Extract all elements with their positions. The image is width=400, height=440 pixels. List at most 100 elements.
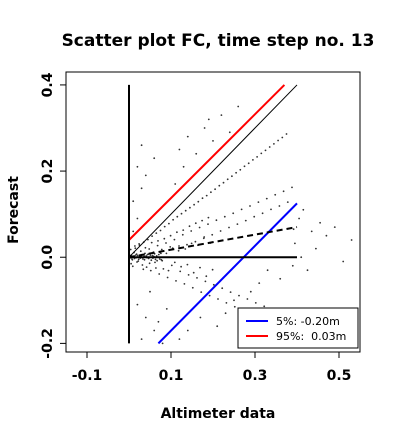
data-point bbox=[244, 219, 247, 222]
data-point bbox=[192, 271, 195, 274]
data-point bbox=[142, 258, 144, 260]
data-point bbox=[239, 168, 242, 171]
data-point bbox=[187, 274, 190, 276]
data-point bbox=[182, 229, 185, 232]
data-point bbox=[264, 149, 267, 152]
data-point bbox=[160, 258, 163, 261]
data-point bbox=[132, 200, 135, 203]
chart-title: Scatter plot FC, time step no. 13 bbox=[62, 31, 375, 51]
data-point bbox=[165, 308, 168, 310]
data-point bbox=[229, 291, 232, 293]
data-point bbox=[306, 269, 309, 272]
data-point bbox=[257, 201, 260, 204]
identity-line-2 bbox=[128, 84, 298, 258]
data-point bbox=[189, 206, 191, 209]
data-point bbox=[261, 212, 264, 215]
regression-line-3 bbox=[128, 226, 298, 259]
data-point bbox=[170, 264, 173, 267]
quantile-line-0 bbox=[157, 202, 298, 345]
data-point bbox=[263, 305, 266, 308]
data-point bbox=[207, 223, 209, 226]
data-point bbox=[184, 248, 187, 250]
data-point bbox=[291, 264, 294, 267]
data-point bbox=[166, 276, 169, 279]
data-point bbox=[315, 247, 317, 250]
data-point bbox=[240, 208, 243, 211]
data-point bbox=[223, 215, 226, 218]
data-point bbox=[249, 290, 252, 293]
data-point bbox=[228, 226, 230, 229]
data-point bbox=[333, 226, 336, 229]
data-point bbox=[233, 305, 236, 308]
data-point bbox=[163, 237, 166, 240]
data-point bbox=[197, 200, 200, 203]
data-point bbox=[181, 233, 184, 236]
scatter-points bbox=[128, 105, 353, 345]
data-point bbox=[243, 165, 246, 168]
data-point bbox=[319, 221, 321, 224]
data-point bbox=[208, 294, 211, 297]
data-point bbox=[212, 283, 215, 286]
data-point bbox=[168, 222, 170, 225]
data-point bbox=[138, 243, 141, 245]
data-point bbox=[150, 259, 153, 262]
data-point bbox=[136, 261, 138, 263]
data-point bbox=[162, 268, 165, 270]
data-point bbox=[205, 275, 208, 278]
data-point bbox=[178, 245, 180, 247]
data-point bbox=[157, 240, 159, 242]
data-point bbox=[180, 212, 183, 215]
data-point bbox=[136, 254, 139, 257]
data-point bbox=[199, 266, 201, 269]
data-point bbox=[151, 235, 154, 238]
x-tick-label: 0.3 bbox=[243, 368, 268, 384]
data-point bbox=[139, 250, 142, 253]
data-point bbox=[224, 312, 227, 315]
data-point bbox=[140, 187, 143, 190]
data-point bbox=[232, 212, 235, 215]
x-tick-label: 0.1 bbox=[159, 368, 184, 384]
data-point bbox=[155, 267, 157, 269]
data-point bbox=[160, 252, 162, 255]
data-point bbox=[167, 269, 170, 272]
data-point bbox=[216, 325, 219, 328]
data-point bbox=[149, 290, 151, 293]
data-point bbox=[210, 191, 212, 194]
data-point bbox=[153, 329, 156, 332]
data-point bbox=[182, 165, 185, 168]
data-point bbox=[149, 269, 152, 272]
data-point bbox=[136, 303, 139, 306]
data-point bbox=[277, 139, 279, 142]
data-point bbox=[134, 247, 137, 250]
data-point bbox=[247, 162, 250, 165]
data-point bbox=[165, 242, 167, 244]
data-point bbox=[178, 338, 181, 340]
data-point bbox=[282, 190, 285, 193]
data-point bbox=[278, 205, 281, 207]
data-point bbox=[273, 143, 275, 145]
y-tick-label: 0.0 bbox=[40, 245, 56, 270]
data-point bbox=[186, 263, 189, 266]
data-point bbox=[148, 262, 151, 265]
data-point bbox=[274, 193, 277, 196]
data-point bbox=[173, 238, 176, 241]
data-point bbox=[186, 135, 189, 138]
data-point bbox=[221, 287, 224, 290]
data-point bbox=[302, 208, 305, 211]
data-point bbox=[131, 265, 134, 268]
data-point bbox=[131, 258, 133, 260]
data-point bbox=[266, 269, 269, 272]
data-point bbox=[201, 197, 204, 200]
data-point bbox=[159, 229, 162, 232]
data-point bbox=[211, 233, 214, 236]
data-point bbox=[252, 159, 254, 161]
data-point bbox=[130, 262, 133, 265]
data-point bbox=[190, 242, 193, 245]
data-point bbox=[160, 248, 163, 251]
data-point bbox=[175, 280, 177, 282]
data-point bbox=[237, 105, 240, 108]
data-point bbox=[325, 234, 328, 237]
data-point bbox=[281, 136, 284, 139]
data-point bbox=[207, 216, 210, 219]
data-point bbox=[219, 230, 222, 232]
